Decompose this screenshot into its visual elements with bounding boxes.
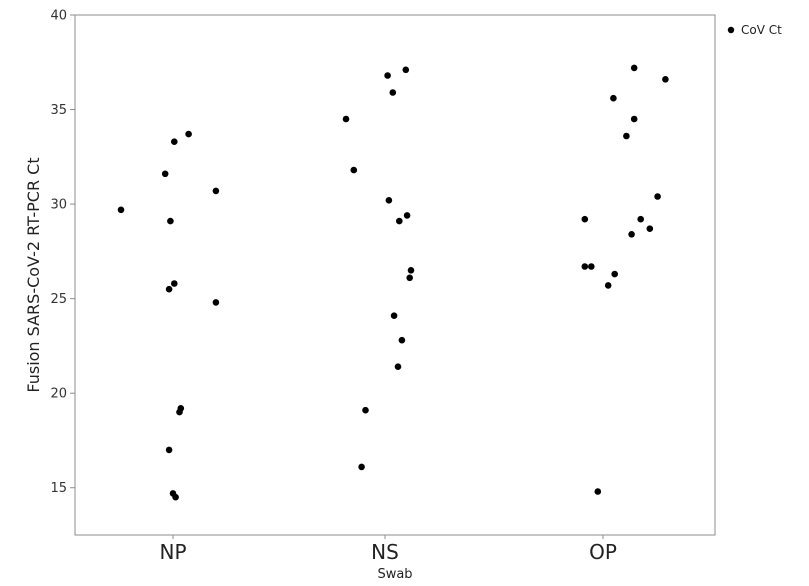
- x-category-np: NP: [159, 540, 186, 564]
- data-point: [630, 64, 638, 72]
- data-point: [588, 263, 595, 270]
- x-category-op: OP: [589, 540, 617, 564]
- data-point: [581, 215, 589, 223]
- data-point: [171, 280, 178, 287]
- data-point: [581, 263, 589, 270]
- y-axis-ticks: 15 20 25 30 35 40: [50, 9, 75, 496]
- data-point: [646, 225, 654, 232]
- y-tick-label: 35: [50, 103, 67, 118]
- data-point: [350, 166, 358, 174]
- y-tick-label: 15: [50, 481, 67, 496]
- data-points: [117, 64, 669, 501]
- data-point: [384, 72, 391, 79]
- x-axis-categories: NP NS OP: [159, 535, 617, 564]
- data-point: [165, 446, 173, 454]
- data-point: [654, 193, 661, 200]
- data-point: [171, 138, 178, 145]
- data-point: [402, 66, 410, 74]
- data-point: [167, 217, 174, 225]
- x-axis-label: Swab: [377, 567, 412, 582]
- data-point: [117, 206, 125, 214]
- data-point: [637, 215, 644, 223]
- data-point: [176, 408, 183, 416]
- data-point: [628, 231, 635, 238]
- data-point: [389, 89, 397, 96]
- data-point: [630, 115, 638, 123]
- data-point: [342, 115, 350, 123]
- plot-frame: [74, 14, 716, 536]
- data-point: [165, 285, 173, 293]
- data-point: [212, 187, 220, 195]
- data-point: [611, 270, 618, 278]
- data-point: [394, 363, 402, 371]
- data-point: [407, 267, 415, 274]
- y-tick-label: 30: [50, 198, 67, 213]
- data-point: [358, 463, 365, 471]
- legend: CoV Ct: [727, 23, 782, 37]
- y-tick-label: 25: [50, 292, 67, 307]
- legend-marker: [727, 26, 735, 34]
- data-point: [610, 94, 617, 102]
- data-point: [390, 312, 398, 320]
- data-point: [172, 493, 179, 501]
- data-point: [403, 212, 411, 219]
- data-point: [212, 299, 220, 306]
- data-point: [604, 282, 612, 289]
- data-point: [185, 130, 192, 138]
- data-point: [161, 170, 169, 178]
- legend-label: CoV Ct: [741, 23, 782, 37]
- y-axis-label: Fusion SARS-CoV-2 RT-PCR Ct: [24, 157, 43, 392]
- data-point: [594, 488, 602, 495]
- data-point: [398, 336, 406, 344]
- x-category-ns: NS: [371, 540, 399, 564]
- data-point: [396, 217, 403, 225]
- data-point: [406, 274, 414, 282]
- y-tick-label: 20: [50, 387, 67, 402]
- data-point: [662, 76, 669, 83]
- data-point: [385, 197, 393, 204]
- data-point: [362, 406, 369, 414]
- y-tick-label: 40: [50, 9, 67, 24]
- data-point: [623, 132, 630, 140]
